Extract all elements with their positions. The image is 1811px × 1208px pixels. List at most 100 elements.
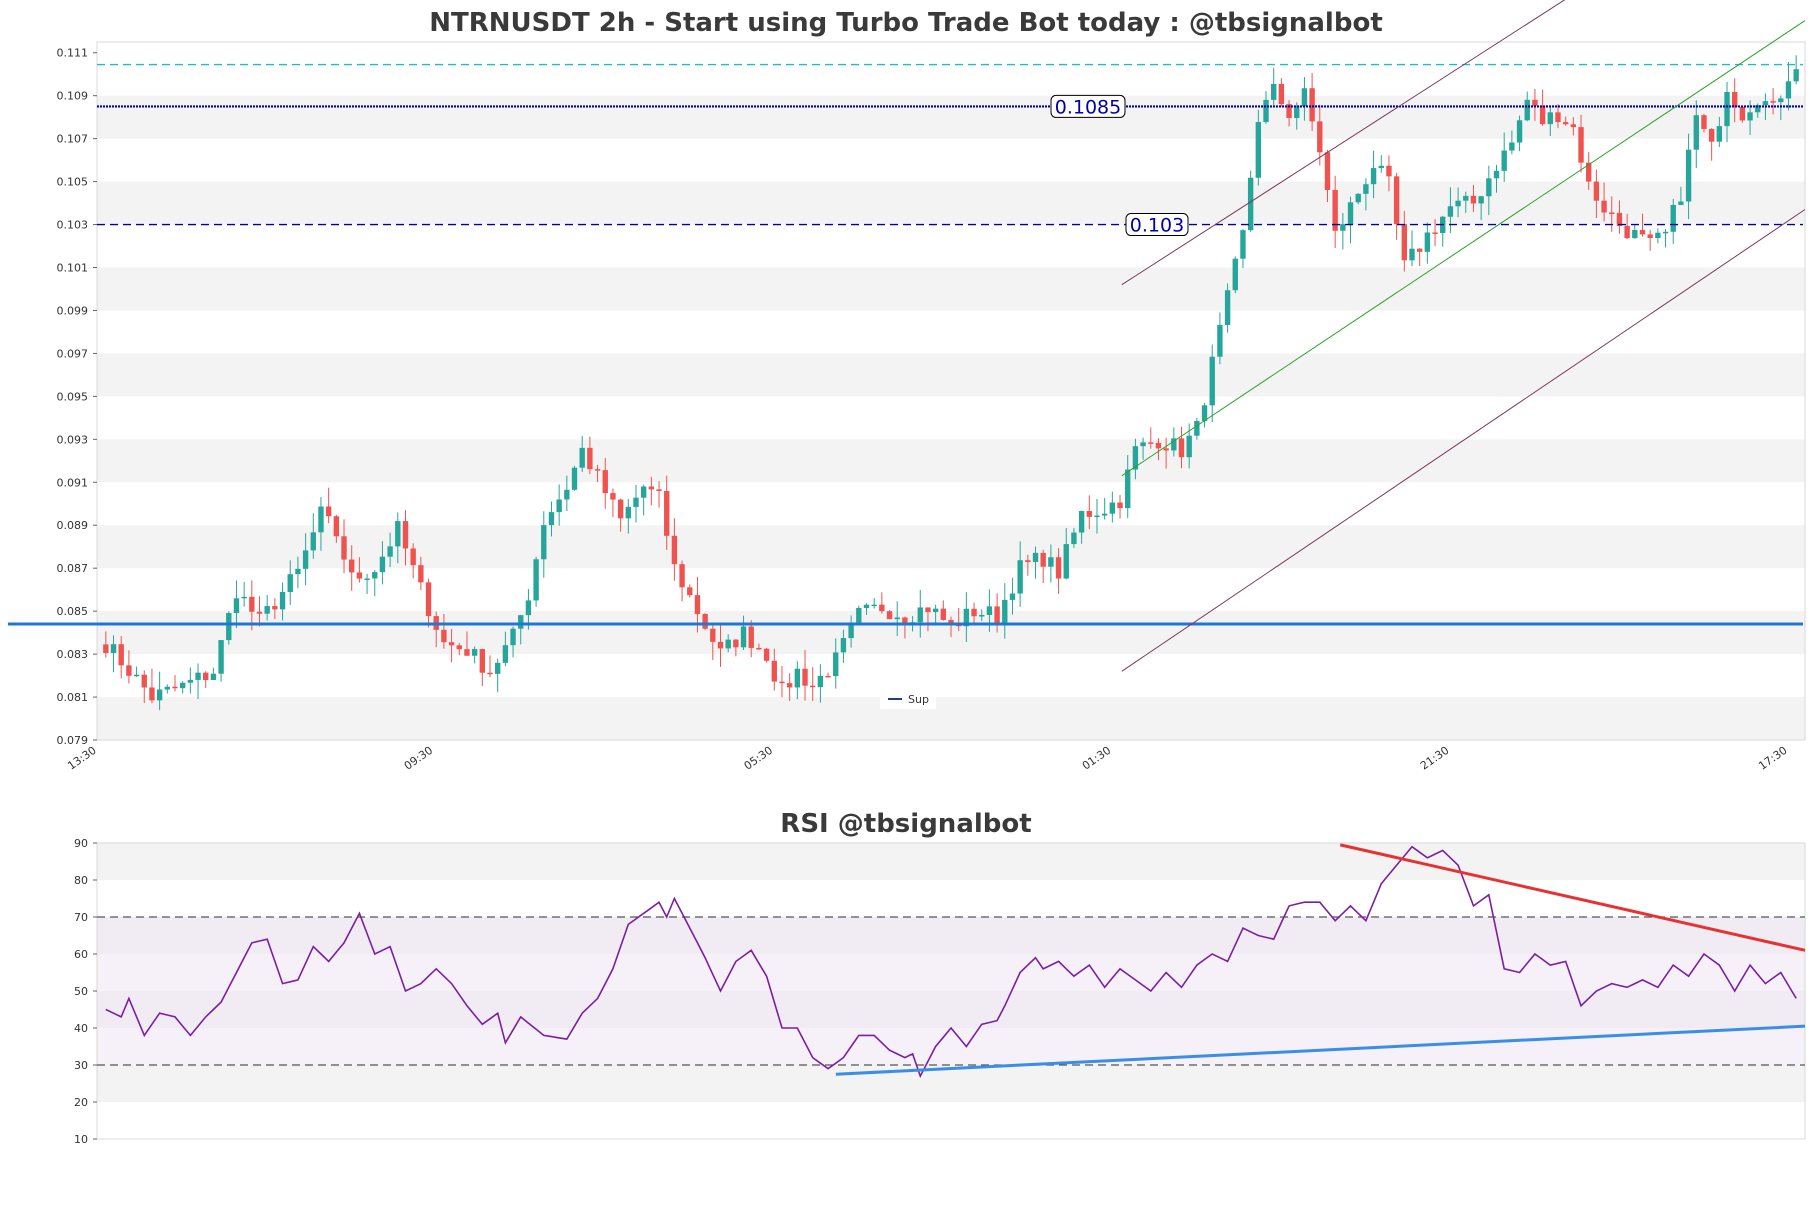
candle-down xyxy=(1570,124,1577,128)
candle-up xyxy=(310,532,316,551)
candle-down xyxy=(272,606,278,610)
candle-down xyxy=(763,648,770,661)
candle-down xyxy=(687,587,693,596)
candle-down xyxy=(456,645,462,650)
candle-up xyxy=(863,604,870,608)
candle-down xyxy=(1278,84,1285,105)
candle-down xyxy=(1117,502,1123,509)
candle-up xyxy=(218,640,224,674)
level-label: 0.103 xyxy=(1130,215,1184,237)
candle-up xyxy=(541,525,547,560)
candle-down xyxy=(694,595,701,615)
y-tick-label: 0.111 xyxy=(57,47,89,60)
candle-up xyxy=(1547,112,1553,125)
candle-up xyxy=(195,672,201,680)
candle-up xyxy=(932,608,939,613)
candle-up xyxy=(1101,513,1108,516)
candle-up xyxy=(1071,532,1077,545)
candle-up xyxy=(1370,168,1377,185)
candle-down xyxy=(1416,248,1423,252)
candle-down xyxy=(1178,438,1185,458)
candle-down xyxy=(1401,224,1408,261)
rsi-resistance-trendline xyxy=(1339,843,1806,952)
candle-up xyxy=(1247,177,1254,231)
candle-up xyxy=(556,499,562,513)
candle-down xyxy=(349,559,355,573)
candle-down xyxy=(356,572,363,579)
candle-up xyxy=(264,606,270,614)
candle-up xyxy=(1455,200,1461,207)
x-tick-label: 05:30 xyxy=(742,744,775,773)
y-tick-label: 0.109 xyxy=(57,90,89,103)
candle-down xyxy=(587,447,593,470)
y-tick-label: 30 xyxy=(74,1059,88,1072)
candle-up xyxy=(1685,149,1692,202)
candle-up xyxy=(1655,232,1661,239)
candle-up xyxy=(1378,165,1384,169)
legend-box xyxy=(880,689,936,709)
level-label: 0.1085 xyxy=(1055,96,1121,118)
candle-up xyxy=(1132,446,1139,470)
candle-up xyxy=(179,682,186,689)
candle-up xyxy=(817,675,824,688)
candle-down xyxy=(1593,181,1600,201)
grid-band xyxy=(97,181,1805,225)
candle-down xyxy=(1317,121,1323,153)
candle-up xyxy=(1140,442,1146,447)
candle-down xyxy=(1332,189,1338,231)
candle-down xyxy=(679,564,685,588)
candle-up xyxy=(395,521,401,547)
legend-label: Sup xyxy=(908,693,929,706)
candle-down xyxy=(1639,230,1646,235)
candle-up xyxy=(633,497,639,507)
grid-band xyxy=(97,1065,1805,1102)
candle-up xyxy=(1201,405,1208,421)
candle-down xyxy=(925,607,931,613)
candle-up xyxy=(548,512,555,526)
candle-up xyxy=(1693,115,1699,150)
candle-down xyxy=(1309,88,1315,122)
candle-up xyxy=(1747,112,1753,121)
candle-up xyxy=(1294,106,1300,119)
y-tick-label: 0.097 xyxy=(57,347,89,360)
candle-up xyxy=(1240,230,1246,259)
candle-up xyxy=(226,613,232,641)
candle-down xyxy=(1562,122,1569,125)
candle-up xyxy=(364,578,370,580)
candle-down xyxy=(1578,127,1584,163)
candle-down xyxy=(341,536,347,560)
candle-up xyxy=(848,622,854,639)
candle-down xyxy=(333,516,340,537)
candle-up xyxy=(986,606,993,616)
candle-down xyxy=(479,649,486,673)
candle-down xyxy=(1163,448,1169,451)
candle-down xyxy=(748,626,754,648)
candle-up xyxy=(1363,184,1369,194)
candle-down xyxy=(418,565,424,583)
candle-down xyxy=(1616,212,1623,226)
candle-up xyxy=(625,506,631,519)
candle-up xyxy=(1478,196,1484,204)
candle-down xyxy=(1586,162,1592,182)
candle-up xyxy=(917,607,923,623)
candle-up xyxy=(1524,99,1530,121)
candle-down xyxy=(1025,560,1031,562)
y-tick-label: 40 xyxy=(74,1022,88,1035)
candle-up xyxy=(1009,593,1016,600)
candle-up xyxy=(1171,438,1177,451)
candle-up xyxy=(1662,231,1669,234)
candle-up xyxy=(1762,101,1769,106)
candle-up xyxy=(287,574,293,592)
candle-up xyxy=(1678,201,1684,205)
candle-up xyxy=(1078,511,1085,533)
candle-down xyxy=(1601,200,1607,213)
candle-up xyxy=(471,649,478,656)
rsi-support-trendline xyxy=(835,1024,1806,1076)
candle-up xyxy=(1125,469,1131,509)
candle-up xyxy=(1232,258,1238,291)
candle-up xyxy=(840,638,847,653)
candle-down xyxy=(802,668,808,686)
candle-up xyxy=(164,686,170,690)
y-tick-label: 0.103 xyxy=(57,219,89,232)
plot-frame xyxy=(96,41,1806,741)
